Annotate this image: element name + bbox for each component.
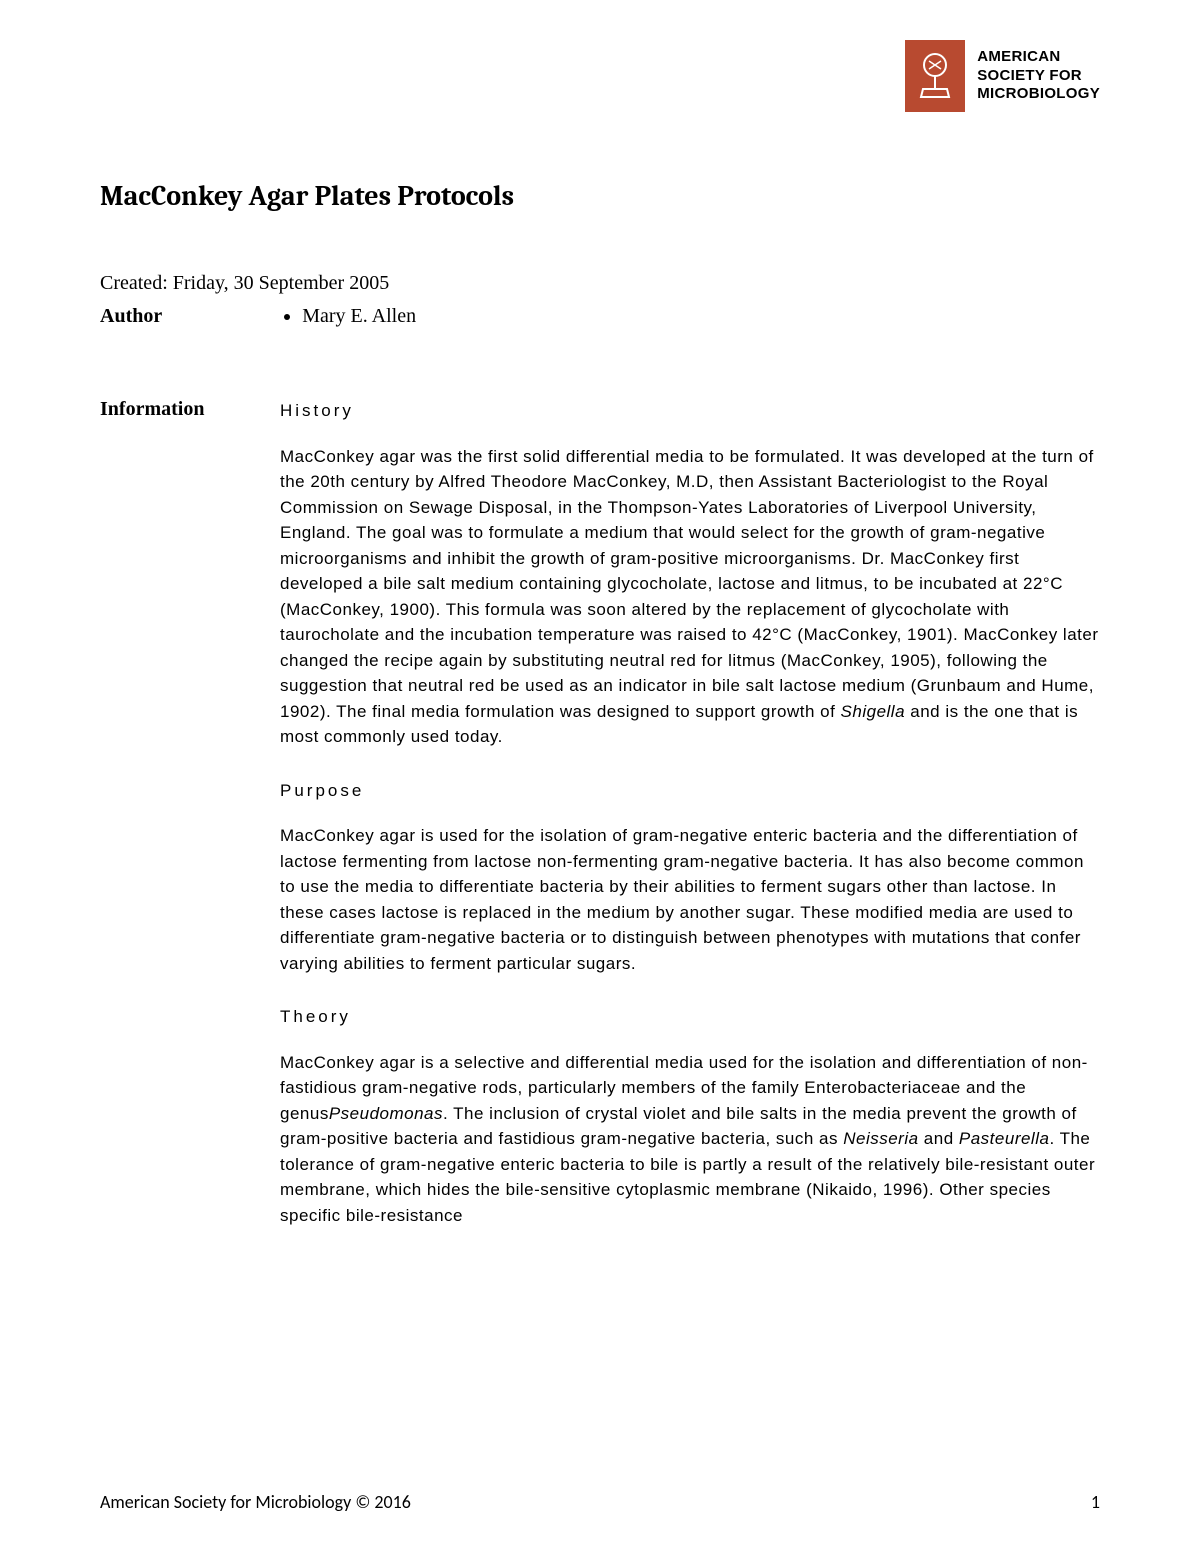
org-line-3: MICROBIOLOGY: [977, 85, 1100, 104]
org-name: AMERICAN SOCIETY FOR MICROBIOLOGY: [977, 48, 1100, 104]
theory-neisseria: Neisseria: [843, 1129, 918, 1148]
logo-icon: [905, 40, 965, 112]
theory-and: and: [919, 1129, 959, 1148]
history-heading: History: [280, 398, 1100, 424]
created-date: Created: Friday, 30 September 2005: [100, 272, 1100, 295]
section-body: History MacConkey agar was the first sol…: [280, 398, 1100, 1236]
history-paragraph: MacConkey agar was the first solid diffe…: [280, 444, 1100, 750]
purpose-heading: Purpose: [280, 778, 1100, 804]
theory-heading: Theory: [280, 1004, 1100, 1030]
information-section: Information History MacConkey agar was t…: [100, 398, 1100, 1236]
theory-pseudomonas: Pseudomonas: [329, 1104, 443, 1123]
footer: American Society for Microbiology © 2016…: [100, 1491, 1100, 1513]
org-line-1: AMERICAN: [977, 48, 1100, 67]
page-number: 1: [1091, 1491, 1100, 1513]
footer-copyright: American Society for Microbiology © 2016: [100, 1491, 411, 1513]
page-title: MacConkey Agar Plates Protocols: [100, 180, 1100, 212]
author-label: Author: [100, 305, 162, 328]
logo-area: AMERICAN SOCIETY FOR MICROBIOLOGY: [905, 40, 1100, 112]
theory-paragraph: MacConkey agar is a selective and differ…: [280, 1050, 1100, 1229]
author-name: Mary E. Allen: [302, 305, 416, 328]
section-label: Information: [100, 398, 250, 1236]
history-shigella: Shigella: [841, 702, 906, 721]
purpose-paragraph: MacConkey agar is used for the isolation…: [280, 823, 1100, 976]
org-line-2: SOCIETY FOR: [977, 67, 1100, 86]
author-list: Mary E. Allen: [282, 305, 416, 328]
theory-pasteurella: Pasteurella: [959, 1129, 1050, 1148]
author-row: Author Mary E. Allen: [100, 305, 1100, 328]
history-text-a: MacConkey agar was the first solid diffe…: [280, 447, 1099, 721]
meta-block: Created: Friday, 30 September 2005 Autho…: [100, 272, 1100, 328]
